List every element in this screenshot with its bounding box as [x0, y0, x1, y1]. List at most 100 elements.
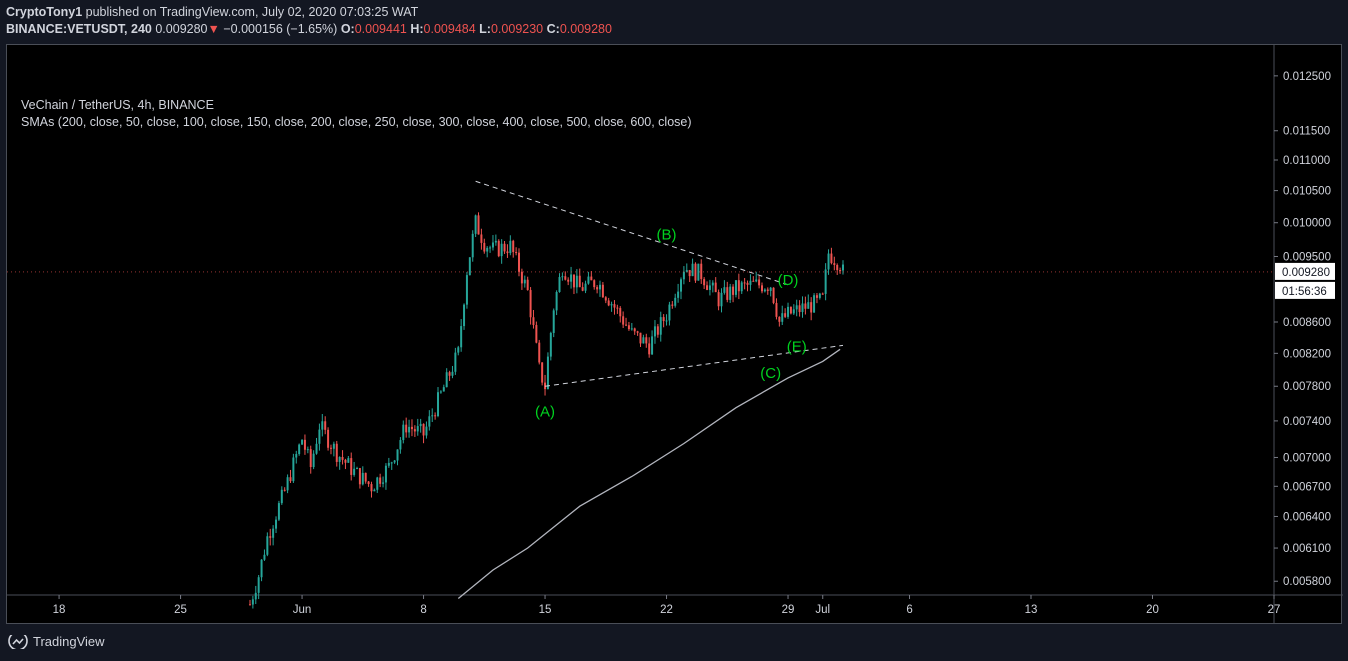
candle-up	[318, 429, 321, 444]
candle-layer	[248, 212, 844, 609]
publish-text: published on TradingView.com, July 02, 2…	[82, 5, 419, 19]
candle-up	[552, 310, 555, 333]
price-tick-label: 0.007800	[1283, 381, 1331, 393]
chart-frame[interactable]: (A) (B) (C) (D) (E) 0.012500 0.011500 0.011000…	[6, 44, 1343, 625]
candle-down	[839, 270, 842, 272]
countdown-badge	[1275, 281, 1335, 299]
candle-up	[451, 371, 454, 376]
candle-down	[627, 325, 630, 330]
candle-down	[833, 263, 836, 266]
candle-up	[763, 289, 766, 292]
candle-up	[711, 282, 714, 286]
time-axis[interactable]: 18 25 Jun 8 15 22 29 Jul 6 13 20 27	[53, 595, 1281, 616]
candle-up	[674, 297, 677, 306]
candle-down	[483, 242, 486, 252]
candle-down	[413, 429, 416, 432]
candle-down	[714, 282, 717, 293]
candle-up	[584, 283, 587, 291]
candle-down	[830, 253, 833, 264]
candle-down	[515, 252, 518, 254]
candle-up	[431, 415, 434, 417]
candle-down	[604, 297, 607, 301]
candle-down	[503, 243, 506, 252]
wave-label: (E)	[787, 339, 807, 356]
candle-down	[350, 458, 353, 475]
wave-label: (C)	[760, 365, 781, 382]
price-axis[interactable]: 0.012500 0.011500 0.011000 0.010500 0.010000…	[7, 71, 1335, 588]
price-tick-label: 0.010000	[1283, 218, 1331, 230]
countdown-label: 01:56:36	[1282, 286, 1327, 298]
candle-down	[639, 332, 642, 344]
candle-down	[422, 423, 425, 436]
candle-up	[509, 240, 512, 254]
candle-down	[671, 304, 674, 306]
candle-down	[283, 489, 286, 491]
candle-down	[341, 456, 344, 460]
candle-up	[468, 257, 471, 276]
indicator-legend[interactable]: SMAs (200, close, 50, close, 100, close,…	[21, 115, 692, 129]
candle-down	[775, 302, 778, 317]
candle-down	[535, 325, 538, 343]
candle-up	[306, 449, 309, 451]
candle-up	[338, 456, 341, 462]
candle-up	[489, 247, 492, 249]
candle-down	[766, 289, 769, 291]
candle-up	[347, 458, 350, 463]
candle-down	[329, 447, 332, 449]
candle-down	[518, 252, 521, 272]
candle-up	[419, 423, 422, 427]
candle-down	[596, 287, 599, 290]
candle-up	[575, 275, 578, 288]
close-label: C:	[546, 22, 560, 36]
candle-up	[795, 305, 798, 310]
candle-up	[677, 291, 680, 298]
price-tick-label: 0.011000	[1283, 155, 1330, 167]
candle-up	[280, 489, 283, 504]
price-change: −0.000156 (−1.65%)	[223, 22, 338, 36]
candle-down	[804, 303, 807, 309]
candle-down	[309, 449, 312, 468]
low-value: 0.009230	[490, 22, 544, 36]
candle-up	[266, 536, 269, 555]
candle-down	[821, 293, 824, 295]
candle-up	[465, 275, 468, 305]
candle-down	[703, 279, 706, 286]
high-value: 0.009484	[423, 22, 476, 36]
tradingview-brand[interactable]: TradingView	[33, 634, 105, 649]
candle-up	[549, 332, 552, 357]
author-name[interactable]: CryptoTony1	[6, 5, 83, 19]
symbol-ohlc: BINANCE:VETUSDT, 240 0.009280▼ −0.000156…	[6, 22, 612, 36]
price-tick-label: 0.007400	[1283, 416, 1331, 428]
candle-up	[471, 233, 474, 258]
candle-up	[682, 271, 685, 280]
time-tick-label: 27	[1268, 604, 1281, 616]
candle-down	[529, 290, 532, 318]
footer-bar: TradingView	[0, 624, 1348, 661]
candle-down	[405, 424, 408, 433]
candle-down	[737, 280, 740, 292]
candle-down	[648, 343, 651, 355]
candle-up	[439, 391, 442, 393]
candle-up	[642, 337, 645, 344]
candle-up	[428, 416, 431, 427]
candle-down	[625, 324, 628, 326]
candle-up	[361, 472, 364, 485]
candle-down	[636, 331, 639, 333]
candle-up	[769, 287, 772, 291]
price-chart[interactable]: (A) (B) (C) (D) (E) 0.012500 0.011500 0.011000…	[7, 45, 1343, 625]
candle-up	[457, 347, 460, 353]
candle-up	[353, 468, 356, 475]
candle-down	[593, 280, 596, 288]
trendline-layer[interactable]	[475, 180, 844, 387]
candle-up	[630, 328, 633, 330]
candle-up	[301, 439, 304, 445]
header-bar: CryptoTony1 published on TradingView.com…	[0, 0, 1348, 44]
candle-up	[665, 320, 668, 322]
candle-up	[708, 285, 711, 290]
annotation-layer: (A) (B) (C) (D) (E)	[535, 226, 807, 420]
candle-down	[410, 426, 413, 430]
candle-down	[700, 263, 703, 280]
candle-up	[801, 303, 804, 313]
candle-up	[376, 477, 379, 490]
tradingview-logo-icon[interactable]	[8, 635, 28, 649]
